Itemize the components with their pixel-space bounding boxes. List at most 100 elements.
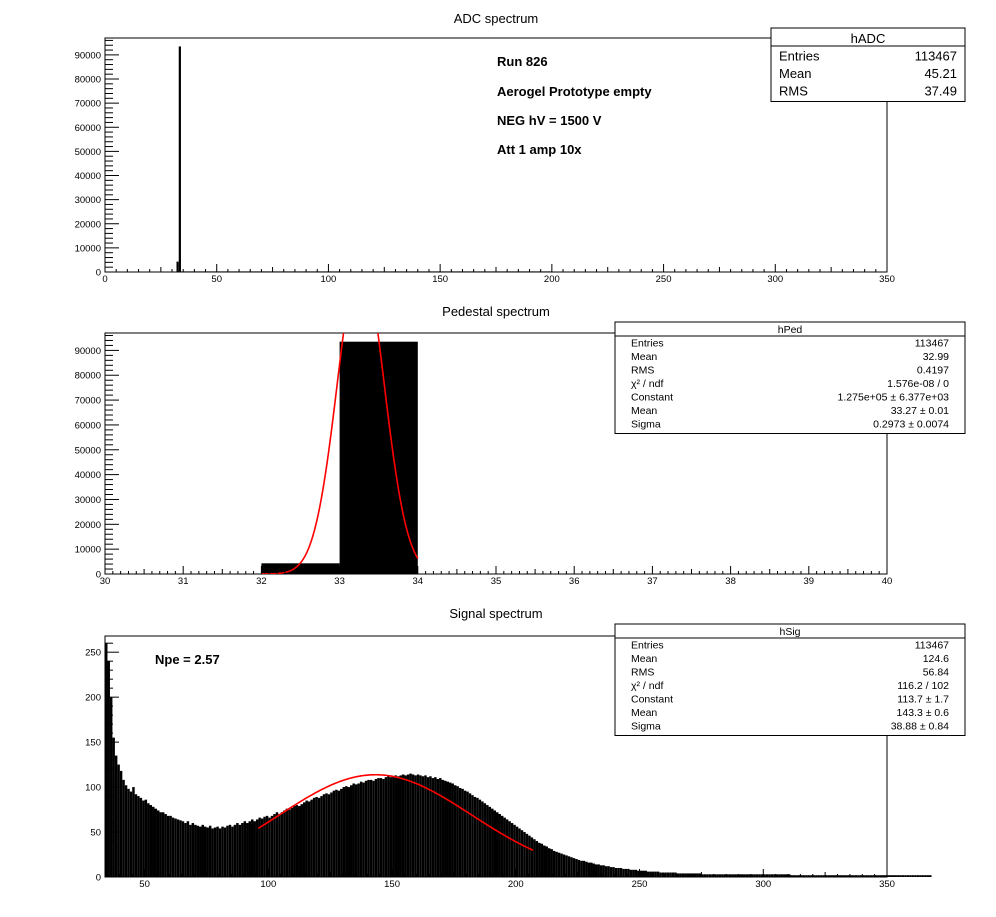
- histogram-bin: [179, 820, 182, 877]
- y-tick-label: 50: [90, 828, 101, 839]
- histogram-bin: [144, 799, 148, 877]
- histogram-bin: [728, 874, 732, 877]
- histogram-bin: [127, 788, 130, 877]
- histogram-bin: [904, 875, 907, 877]
- histogram-bin: [671, 872, 675, 877]
- histogram-bin: [681, 873, 685, 877]
- histogram-bin: [339, 341, 418, 574]
- histogram-bin: [461, 788, 464, 877]
- stats-label: RMS: [631, 667, 654, 679]
- y-tick-label: 150: [85, 738, 101, 749]
- histogram-bin: [545, 846, 548, 877]
- histogram-bin: [899, 875, 902, 877]
- histogram-bin: [374, 778, 378, 877]
- histogram-bin: [550, 849, 553, 877]
- histogram-bin: [223, 827, 227, 877]
- histogram-bin: [463, 790, 467, 877]
- histogram-bin: [337, 790, 341, 877]
- histogram-bin: [837, 875, 840, 877]
- histogram-bin: [496, 812, 499, 877]
- stats-value: 32.99: [923, 351, 949, 363]
- histogram-bin: [528, 835, 531, 877]
- histogram-bin: [602, 865, 605, 877]
- histogram-bin: [901, 875, 905, 877]
- y-tick-label: 90000: [75, 50, 101, 61]
- histogram-bin: [587, 862, 591, 877]
- histogram-bin: [154, 808, 157, 877]
- x-tick-label: 50: [211, 274, 222, 285]
- histogram-bin: [572, 858, 576, 877]
- histogram-bin: [822, 875, 826, 877]
- histogram-bin: [500, 815, 504, 877]
- histogram-bin: [884, 875, 887, 877]
- histogram-bin: [426, 777, 430, 877]
- sig-stats-box: hSig Entries 113467 Mean 124.6 RMS 56.84 χ² / n…: [614, 623, 966, 736]
- pedestal-spectrum-panel: Pedestal spectrum 30 31 32 33 34 35 36 37 38 39 40…: [75, 304, 966, 587]
- histogram-bin: [189, 824, 192, 877]
- histogram-bin: [877, 875, 880, 877]
- histogram-bin: [307, 801, 311, 877]
- y-tick-label: 30000: [75, 495, 101, 506]
- histogram-bin: [590, 862, 593, 877]
- histogram-bin: [364, 780, 368, 877]
- histogram-bin: [218, 828, 222, 877]
- sig-histogram-bars: [105, 643, 932, 877]
- histogram-bin: [768, 874, 771, 877]
- histogram-bin: [159, 812, 162, 877]
- histogram-bin: [669, 872, 672, 877]
- histogram-bin: [347, 787, 350, 877]
- y-tick-label: 60000: [75, 420, 101, 431]
- histogram-bin: [446, 781, 449, 877]
- histogram-bin: [236, 823, 239, 877]
- histogram-bin: [312, 797, 316, 877]
- histogram-bin: [330, 792, 333, 877]
- histogram-bin: [607, 866, 610, 877]
- histogram-bin: [753, 874, 756, 877]
- stats-box-title: hSig: [779, 626, 800, 638]
- x-tick-label: 300: [767, 274, 783, 285]
- histogram-bin: [228, 824, 232, 877]
- histogram-bin: [703, 874, 707, 877]
- histogram-bin: [481, 801, 484, 877]
- histogram-bin: [619, 868, 623, 877]
- histogram-bin: [585, 861, 588, 877]
- x-tick-label: 350: [879, 879, 895, 890]
- histogram-bin: [906, 875, 910, 877]
- histogram-bin: [580, 860, 583, 877]
- histogram-bin: [792, 875, 796, 877]
- y-tick-label: 20000: [75, 520, 101, 531]
- histogram-bin: [285, 808, 289, 877]
- y-tick-label: 10000: [75, 545, 101, 556]
- histogram-bin: [156, 810, 160, 877]
- histogram-bin: [226, 825, 229, 877]
- histogram-bin: [352, 783, 355, 877]
- histogram-bin: [562, 854, 566, 877]
- histogram-bin: [510, 823, 514, 877]
- x-tick-label: 300: [755, 879, 771, 890]
- stats-value: 45.21: [924, 66, 957, 81]
- histogram-bin: [790, 875, 793, 877]
- histogram-bin: [174, 818, 177, 877]
- histogram-bin: [216, 826, 219, 877]
- histogram-bin: [513, 824, 516, 877]
- histogram-bin: [523, 832, 526, 877]
- histogram-bin: [340, 788, 343, 877]
- y-tick-label: 100: [85, 783, 101, 794]
- histogram-bin: [773, 874, 776, 877]
- histogram-bin: [743, 874, 746, 877]
- histogram-bin: [617, 868, 620, 877]
- histogram-bin: [661, 872, 665, 877]
- histogram-bin: [404, 775, 407, 877]
- histogram-bin: [211, 828, 214, 877]
- histogram-bin: [748, 874, 751, 877]
- y-tick-label: 80000: [75, 371, 101, 382]
- x-tick-label: 150: [432, 274, 448, 285]
- x-tick-label: 50: [139, 879, 150, 890]
- histogram-bin: [409, 773, 412, 877]
- histogram-bin: [854, 875, 858, 877]
- histogram-bin: [609, 867, 613, 877]
- x-tick-label: 37: [647, 576, 658, 587]
- histogram-bin: [238, 824, 242, 877]
- stats-label: Mean: [631, 707, 657, 719]
- x-tick-label: 32: [256, 576, 267, 587]
